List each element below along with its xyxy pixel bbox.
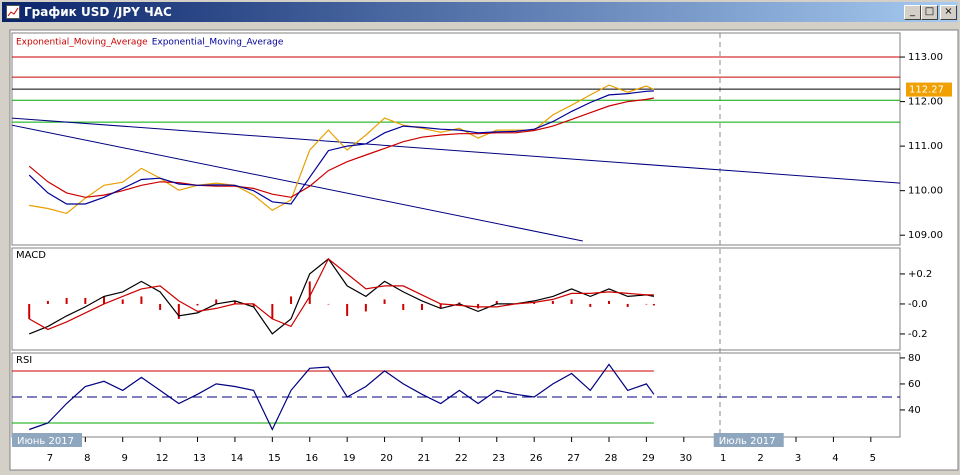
maximize-button[interactable]: □ xyxy=(921,5,938,20)
x-tick-label: 12 xyxy=(156,453,169,464)
x-tick-label: 29 xyxy=(642,453,655,464)
histogram-bar xyxy=(290,296,293,304)
y-tick-label: 40 xyxy=(908,405,921,416)
y-tick-label: 113.00 xyxy=(908,52,943,63)
series-line xyxy=(28,97,655,198)
series-line xyxy=(28,90,654,205)
x-tick-label: 23 xyxy=(492,453,505,464)
histogram-bar xyxy=(140,296,143,304)
month-label: Июль 2017 xyxy=(719,436,776,447)
x-tick-label: 14 xyxy=(231,453,244,464)
window-icon xyxy=(6,5,20,19)
x-tick-label: 21 xyxy=(418,453,431,464)
histogram-bar xyxy=(84,297,87,304)
histogram-bar xyxy=(121,299,124,304)
histogram-bar xyxy=(252,303,255,307)
series-line xyxy=(28,258,655,335)
panel-title: RSI xyxy=(16,355,32,366)
y-tick-label: 112.00 xyxy=(908,97,943,108)
histogram-bar xyxy=(196,303,199,306)
y-tick-label: -0.0 xyxy=(908,299,928,310)
x-tick-label: 22 xyxy=(455,453,468,464)
histogram-bar xyxy=(364,303,367,312)
histogram-bar xyxy=(458,302,461,304)
histogram-bar xyxy=(46,300,49,304)
histogram-bar xyxy=(626,303,629,307)
legend-entry: Exponential_Moving_Average xyxy=(152,38,284,48)
series-line xyxy=(29,363,655,431)
x-tick-label: 1 xyxy=(720,453,726,464)
month-label: Июнь 2017 xyxy=(17,436,74,447)
x-tick-label: 16 xyxy=(305,453,318,464)
histogram-bar xyxy=(652,303,655,306)
histogram-bar xyxy=(65,297,68,304)
x-tick-label: 7 xyxy=(47,453,53,464)
y-tick-label: -0.2 xyxy=(908,329,928,340)
x-tick-label: 4 xyxy=(832,453,838,464)
histogram-bar xyxy=(233,300,236,304)
histogram-bar xyxy=(495,300,498,304)
chart-background xyxy=(9,29,959,471)
histogram-bar xyxy=(383,299,386,304)
histogram-bar xyxy=(327,303,330,305)
close-button[interactable]: × xyxy=(940,5,957,20)
histogram-bar xyxy=(589,303,592,307)
y-tick-label: 80 xyxy=(908,353,921,364)
trend-line xyxy=(11,117,901,184)
y-tick-label: +0.2 xyxy=(908,269,932,280)
x-tick-label: 15 xyxy=(268,453,281,464)
price-label-box xyxy=(906,82,952,97)
window-title: График USD /JPY ЧАС xyxy=(24,5,172,19)
month-label-box xyxy=(713,433,784,447)
price-label: 112.27 xyxy=(909,85,944,96)
x-tick-label: 19 xyxy=(343,453,356,464)
series-line xyxy=(29,84,655,215)
histogram-bar xyxy=(551,300,554,304)
panel-frame xyxy=(11,32,901,246)
histogram-bar xyxy=(533,302,536,304)
x-tick-label: 3 xyxy=(795,453,801,464)
x-tick-label: 30 xyxy=(679,453,692,464)
month-label-box xyxy=(12,433,82,447)
histogram-bar xyxy=(28,303,31,319)
x-tick-label: 13 xyxy=(193,453,206,464)
histogram-bar xyxy=(402,303,405,310)
histogram-bar xyxy=(570,299,573,304)
histogram-bar xyxy=(439,303,442,309)
x-tick-label: 28 xyxy=(605,453,618,464)
histogram-bar xyxy=(103,296,106,304)
x-tick-label: 26 xyxy=(530,453,543,464)
histogram-bar xyxy=(159,303,162,310)
histogram-bar xyxy=(645,303,648,305)
histogram-bar xyxy=(177,303,180,319)
histogram-bar xyxy=(271,303,274,319)
histogram-bar xyxy=(215,299,218,304)
x-tick-label: 5 xyxy=(870,453,876,464)
histogram-bar xyxy=(308,281,311,304)
panel-title: MACD xyxy=(16,250,46,261)
y-tick-label: 110.00 xyxy=(908,186,943,197)
histogram-bar xyxy=(346,303,349,316)
x-tick-label: 9 xyxy=(122,453,128,464)
y-tick-label: 109.00 xyxy=(908,230,943,241)
y-tick-label: 111.00 xyxy=(908,141,943,152)
x-tick-label: 2 xyxy=(757,453,763,464)
y-tick-label: 60 xyxy=(908,379,921,390)
series-line xyxy=(28,257,654,331)
minimize-button[interactable]: _ xyxy=(904,5,921,20)
title-bar: График USD /JPY ЧАС _ □ × xyxy=(2,2,958,22)
x-tick-label: 20 xyxy=(380,453,393,464)
histogram-bar xyxy=(477,303,480,309)
x-tick-label: 27 xyxy=(567,453,580,464)
x-tick-label: 8 xyxy=(84,453,90,464)
panel-frame xyxy=(11,352,901,438)
histogram-bar xyxy=(420,303,423,310)
histogram-bar xyxy=(607,300,610,304)
legend-entry: Exponential_Moving_Average xyxy=(16,38,148,48)
panel-frame xyxy=(11,247,901,351)
